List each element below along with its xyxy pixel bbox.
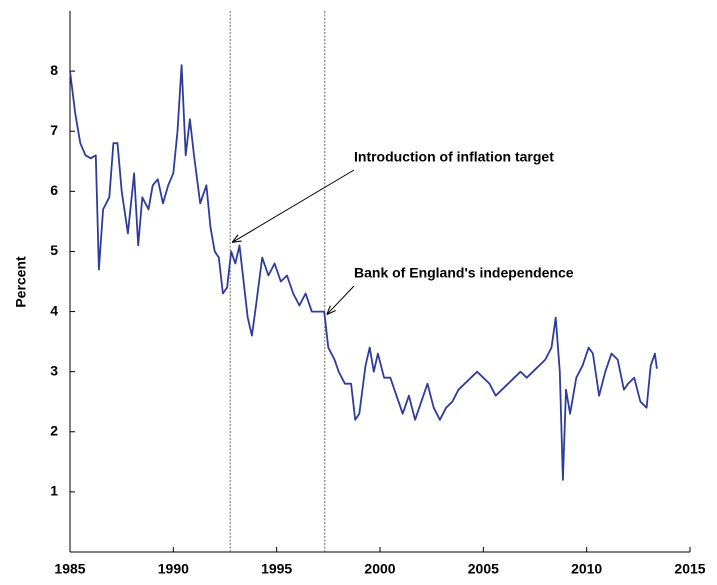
annotation-arrow: [327, 285, 355, 315]
y-tick-label: 5: [50, 242, 58, 258]
y-tick-label: 4: [50, 302, 58, 318]
x-tick-label: 1990: [158, 561, 189, 577]
x-tick-label: 2010: [571, 561, 602, 577]
annotation-arrow: [232, 169, 355, 242]
y-tick-label: 7: [50, 122, 58, 138]
x-tick-label: 1995: [261, 561, 292, 577]
y-tick-label: 1: [50, 483, 58, 499]
y-axis-label: Percent: [13, 256, 29, 308]
x-tick-label: 1985: [54, 561, 85, 577]
data-line: [69, 64, 658, 481]
x-tick-label: 2015: [674, 561, 705, 577]
annotation-text: Bank of England's independence: [354, 265, 574, 281]
y-tick-label: 6: [50, 182, 58, 198]
y-tick-label: 2: [50, 422, 58, 438]
x-tick-label: 2000: [364, 561, 395, 577]
y-tick-label: 8: [50, 62, 58, 78]
annotation-text: Introduction of inflation target: [354, 149, 554, 165]
y-tick-label: 3: [50, 362, 58, 378]
x-tick-label: 2005: [468, 561, 499, 577]
